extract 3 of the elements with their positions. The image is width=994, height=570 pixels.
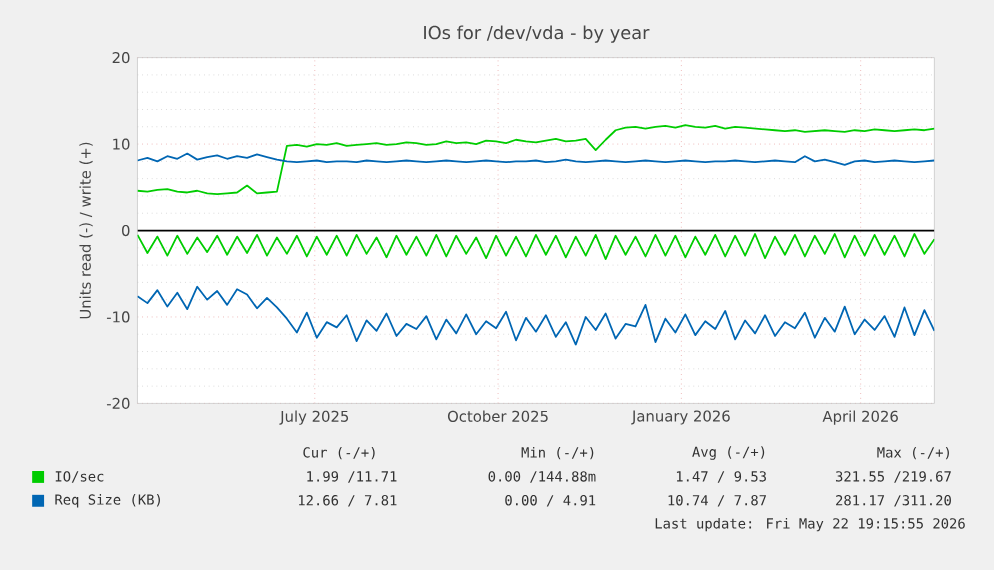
line-series bbox=[137, 232, 935, 260]
chart-title: IOs for /dev/vda - by year bbox=[424, 25, 650, 43]
line-series bbox=[137, 285, 935, 346]
